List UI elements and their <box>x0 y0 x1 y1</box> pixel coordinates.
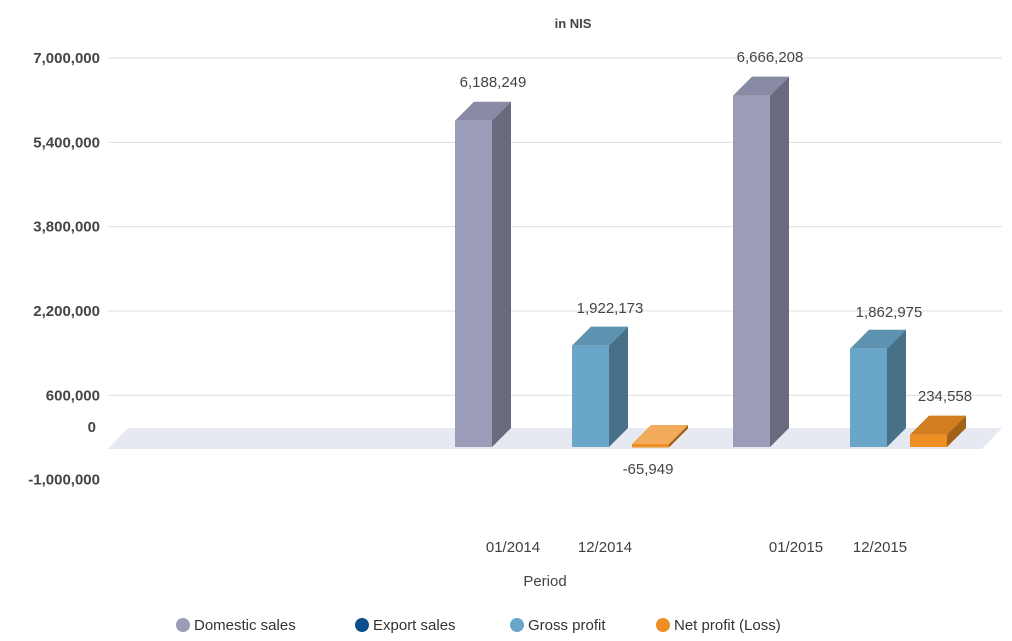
x-tick-label: 01/2015 <box>769 539 823 556</box>
bar-top-face <box>850 329 906 349</box>
legend-item[interactable]: Domestic sales <box>176 617 296 634</box>
data-label: 6,188,249 <box>460 74 527 91</box>
legend-label: Net profit (Loss) <box>674 617 781 634</box>
legend-label: Export sales <box>373 617 456 634</box>
x-tick-label: 12/2015 <box>853 539 907 556</box>
data-label: 1,922,173 <box>577 300 644 317</box>
legend-marker <box>656 618 670 632</box>
data-label: 1,862,975 <box>856 304 923 321</box>
bar-front-face <box>632 444 669 448</box>
chart-title: in NIS <box>555 16 592 31</box>
bar-top-face <box>632 425 688 444</box>
bar-domestic-sales-01-2014 <box>455 101 511 448</box>
legend-item[interactable]: Gross profit <box>510 617 606 634</box>
bar-gross-profit-12-2014 <box>572 326 628 447</box>
bar-net-profit-loss-12-2014 <box>632 425 688 448</box>
bar-gross-profit-12-2015 <box>850 329 906 447</box>
bar-front-face <box>455 120 492 448</box>
legend-marker <box>176 618 190 632</box>
bar-side-face <box>770 76 789 447</box>
x-tick-label: 12/2014 <box>578 539 632 556</box>
y-tick-label: 2,200,000 <box>33 303 100 320</box>
bar-side-face <box>947 415 966 447</box>
data-label: -65,949 <box>623 461 674 478</box>
y-tick-label: 7,000,000 <box>33 50 100 67</box>
legend-item[interactable]: Net profit (Loss) <box>656 617 781 634</box>
y-tick-label: 600,000 <box>46 387 100 404</box>
data-label: 6,666,208 <box>737 49 804 66</box>
bar-domestic-sales-01-2015 <box>733 76 789 447</box>
data-label: 234,558 <box>918 388 972 405</box>
y-tick-label: 0 <box>88 419 96 436</box>
legend[interactable]: Domestic sales Export sales Gross profit Ne… <box>176 617 781 634</box>
bar-top-face <box>572 326 628 346</box>
bars <box>455 76 966 448</box>
legend-label: Domestic sales <box>194 617 296 634</box>
bar-front-face <box>850 348 887 447</box>
legend-item[interactable]: Export sales <box>355 617 456 634</box>
bar-net-profit-loss-12-2015 <box>910 415 966 447</box>
bar-front-face <box>733 95 770 447</box>
y-tick-label: -1,000,000 <box>28 472 100 489</box>
bar-side-face <box>492 101 511 448</box>
bar-front-face <box>910 434 947 447</box>
y-tick-label: 3,800,000 <box>33 219 100 236</box>
legend-label: Gross profit <box>528 617 606 634</box>
bar-top-face <box>910 415 966 435</box>
x-tick-label: 01/2014 <box>486 539 540 556</box>
x-axis-title: Period <box>523 573 566 590</box>
bar-top-face <box>733 76 789 96</box>
y-tick-label: 5,400,000 <box>33 134 100 151</box>
bar-side-face <box>887 329 906 447</box>
bar-side-face <box>609 326 628 447</box>
legend-marker <box>355 618 369 632</box>
grid-lines <box>108 57 1002 396</box>
bar-top-face <box>455 101 511 121</box>
bar-side-face <box>669 425 688 448</box>
bar-front-face <box>572 345 609 447</box>
legend-marker <box>510 618 524 632</box>
